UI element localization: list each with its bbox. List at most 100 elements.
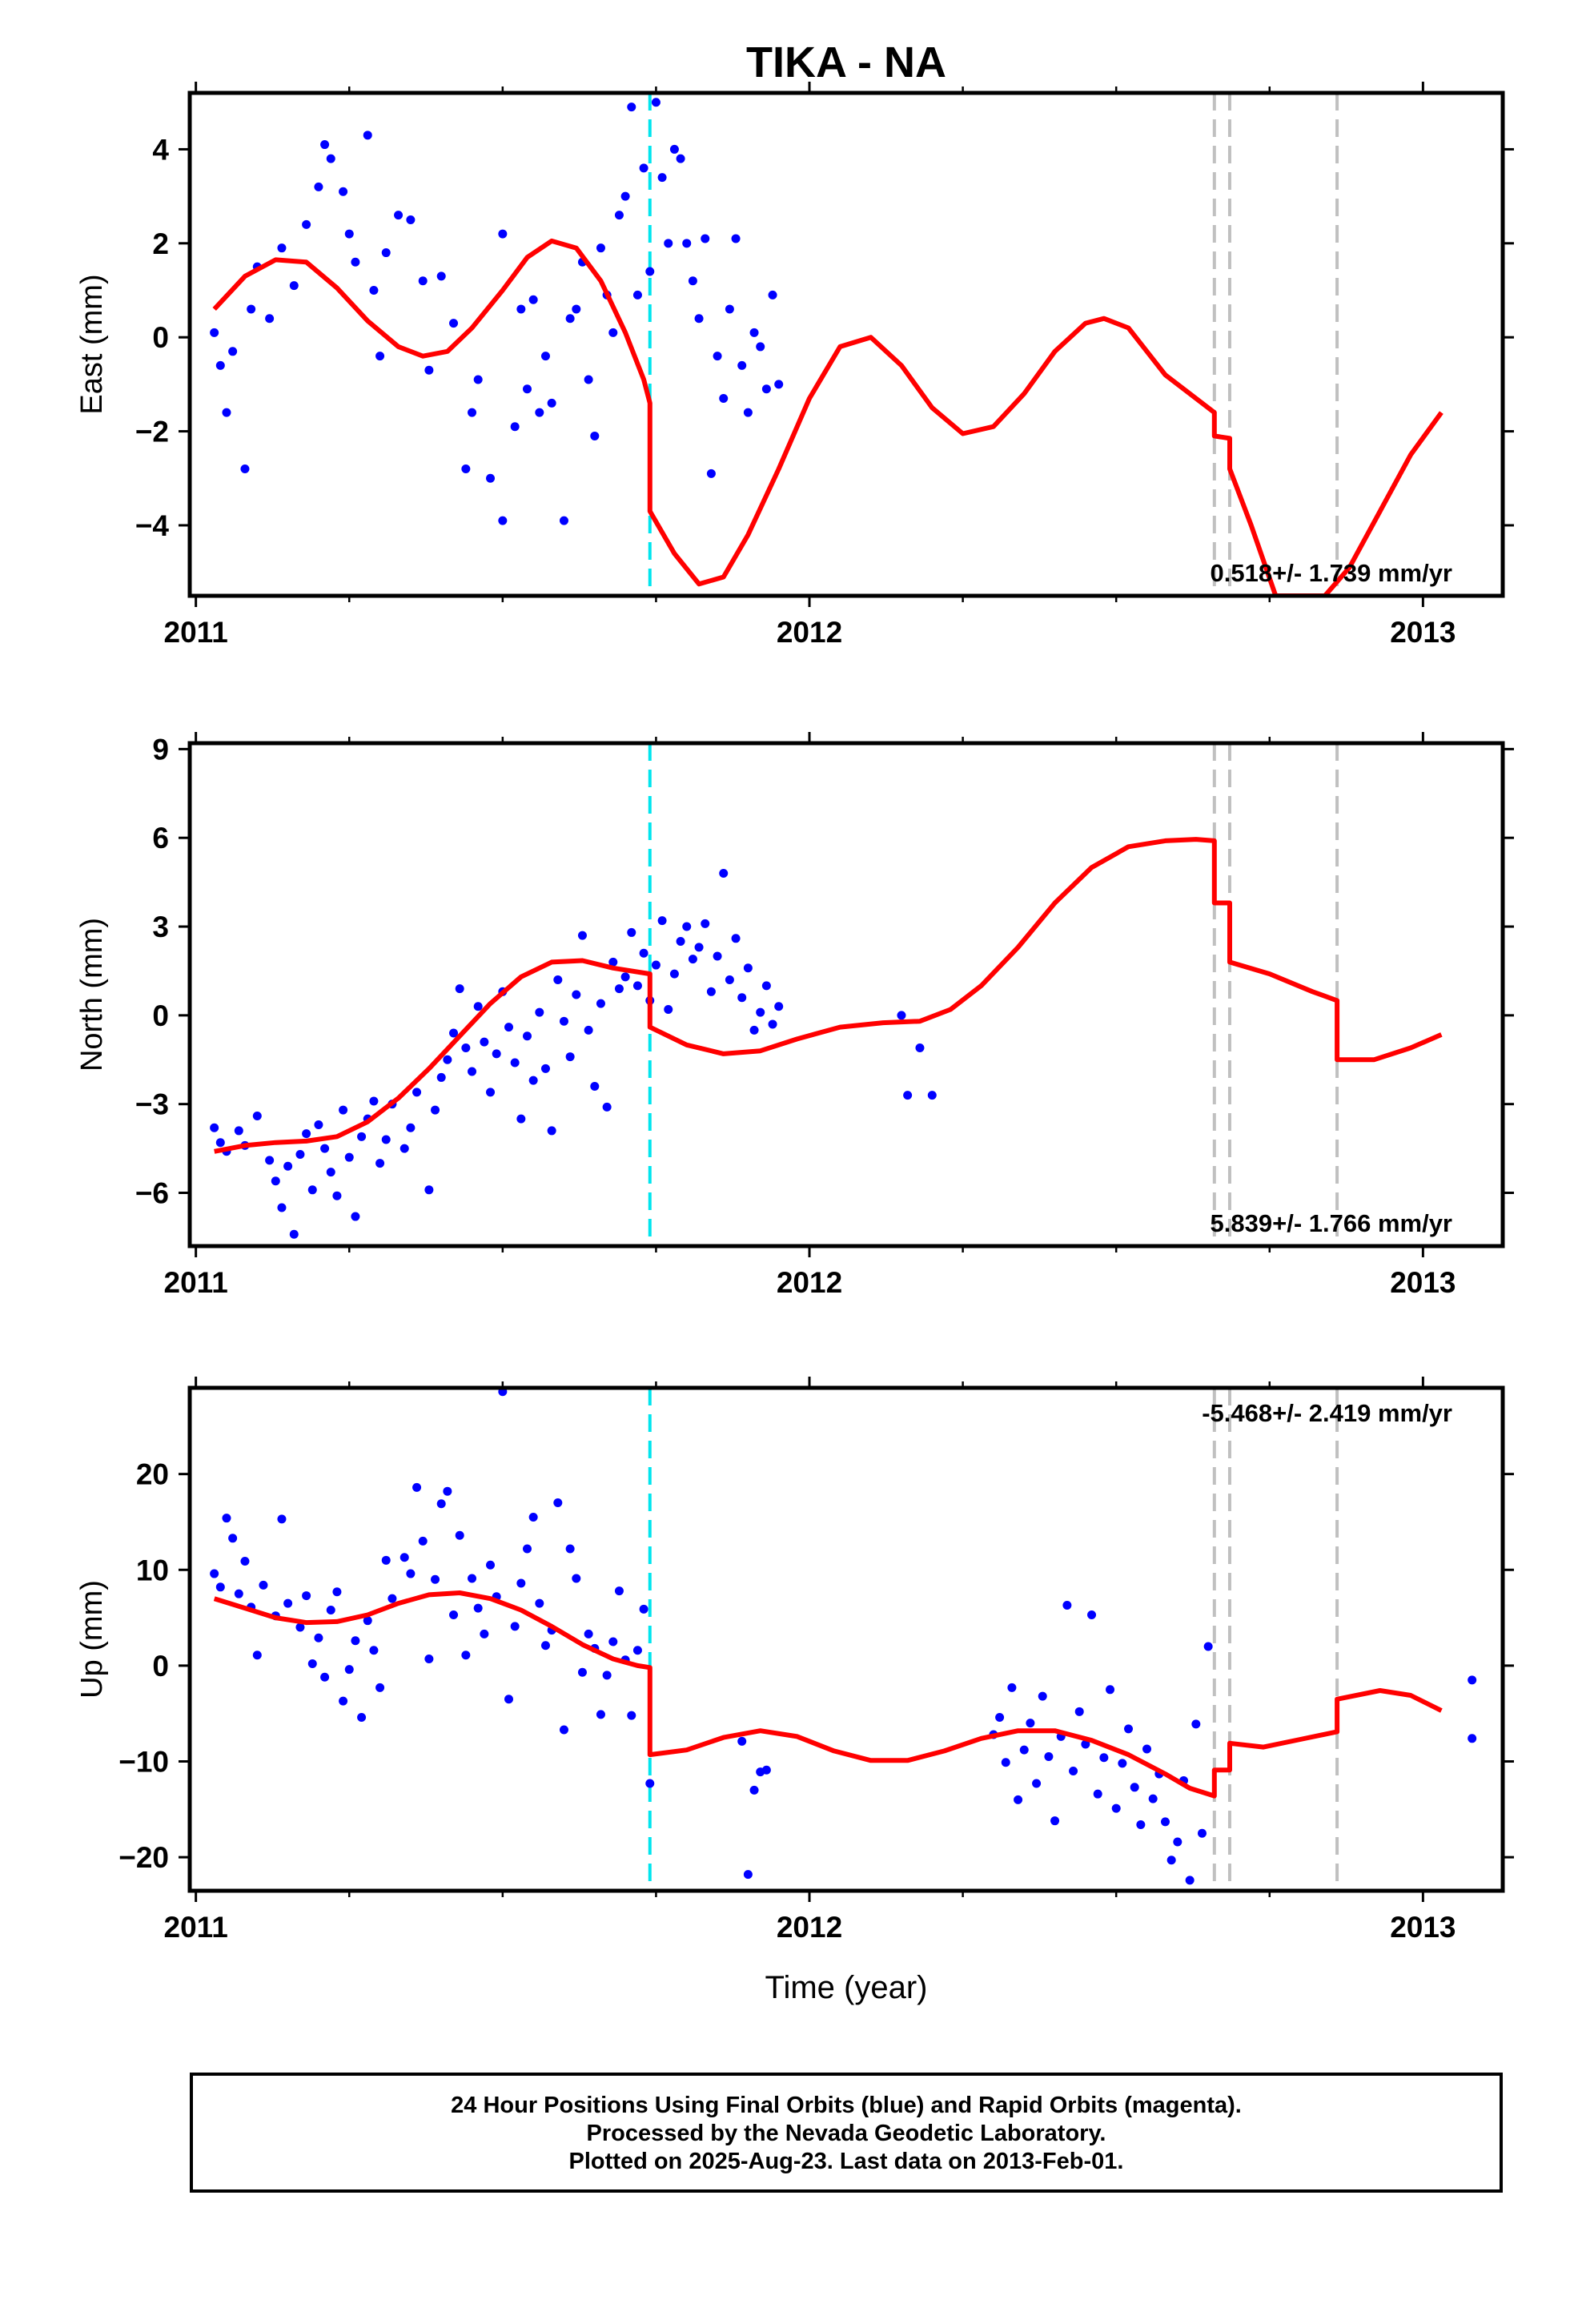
data-point — [295, 1149, 305, 1159]
data-point — [1173, 1837, 1182, 1847]
data-point — [559, 1016, 568, 1026]
data-point — [400, 1144, 409, 1153]
data-point — [725, 975, 734, 985]
data-point — [522, 384, 532, 394]
plot-area-3 — [210, 1388, 1477, 1891]
data-point — [381, 1135, 391, 1144]
data-point — [375, 1683, 385, 1692]
data-point — [486, 473, 496, 483]
data-point — [614, 984, 624, 994]
data-point — [706, 468, 716, 478]
data-point — [1166, 1856, 1176, 1865]
data-point — [577, 1667, 587, 1677]
data-point — [363, 131, 372, 140]
data-point — [480, 1629, 489, 1638]
data-point — [1001, 1758, 1010, 1767]
data-point — [277, 243, 287, 253]
data-point — [498, 229, 508, 239]
data-point — [713, 352, 722, 361]
x-tick-label: 2012 — [777, 1911, 842, 1944]
x-axis-label: Time (year) — [765, 1970, 928, 2005]
data-point — [387, 1594, 397, 1603]
data-point — [215, 1138, 225, 1148]
data-point — [590, 431, 600, 440]
model-curve — [214, 837, 1443, 1154]
data-point — [252, 1111, 262, 1120]
data-point — [1118, 1759, 1127, 1768]
data-point — [228, 347, 238, 356]
data-point — [669, 144, 679, 154]
data-point — [1044, 1752, 1054, 1762]
y-tick-label: −6 — [135, 1177, 169, 1210]
plot-area-2 — [210, 743, 1443, 1246]
data-point — [1026, 1719, 1035, 1728]
x-tick-label: 2011 — [164, 1911, 228, 1944]
data-point — [719, 393, 729, 403]
data-point — [1050, 1816, 1060, 1826]
data-point — [240, 464, 250, 474]
data-point — [657, 916, 667, 926]
data-point — [400, 1553, 409, 1562]
data-point — [1185, 1876, 1195, 1885]
data-point — [632, 290, 642, 300]
data-point — [608, 957, 618, 967]
x-tick-label: 2012 — [777, 1266, 842, 1299]
data-point — [449, 1610, 459, 1619]
x-tick-label: 2012 — [777, 616, 842, 649]
data-point — [584, 1025, 593, 1035]
data-point — [572, 1574, 581, 1583]
data-point — [614, 211, 624, 220]
data-point — [584, 375, 593, 384]
data-point — [455, 1530, 464, 1540]
data-point — [461, 464, 471, 474]
chart-title: TIKA - NA — [746, 38, 946, 86]
data-point — [756, 1007, 765, 1017]
data-point — [694, 943, 704, 952]
data-point — [651, 960, 661, 970]
caption-line-2: Processed by the Nevada Geodetic Laborat… — [586, 2121, 1106, 2146]
data-point — [424, 1185, 434, 1195]
data-point — [406, 1569, 416, 1578]
data-point — [596, 1710, 605, 1719]
data-point — [897, 1011, 906, 1020]
data-point — [504, 1023, 514, 1032]
caption-line-3: Plotted on 2025-Aug-23. Last data on 201… — [568, 2149, 1124, 2174]
rate-label: 5.839+/- 1.766 mm/yr — [1211, 1209, 1452, 1237]
data-point — [222, 1514, 231, 1523]
data-point — [565, 1052, 575, 1062]
data-point — [436, 1072, 446, 1082]
data-point — [676, 154, 685, 163]
data-point — [375, 1159, 385, 1168]
data-point — [632, 1646, 642, 1655]
y-tick-label: 10 — [136, 1554, 169, 1586]
data-point — [565, 1544, 575, 1554]
data-point — [522, 1544, 532, 1554]
data-point — [731, 234, 741, 243]
data-point — [344, 1152, 354, 1162]
data-point — [326, 1606, 335, 1615]
data-point — [749, 1025, 759, 1035]
data-point — [590, 1082, 600, 1092]
data-point — [314, 1120, 323, 1130]
data-point — [1142, 1744, 1152, 1754]
data-point — [694, 314, 704, 324]
data-point — [418, 1536, 428, 1546]
panel-frame — [187, 1385, 1505, 1893]
data-point — [768, 290, 777, 300]
data-point — [424, 1655, 434, 1664]
data-point — [553, 1498, 563, 1508]
data-point — [295, 1622, 305, 1632]
data-point — [540, 352, 550, 361]
data-point — [461, 1651, 471, 1660]
data-point — [234, 1589, 243, 1598]
y-tick-label: 2 — [152, 227, 169, 260]
data-point — [339, 187, 348, 196]
data-point — [761, 384, 771, 394]
y-tick-label: −3 — [135, 1088, 169, 1121]
data-point — [1087, 1610, 1097, 1619]
data-point — [584, 1629, 593, 1638]
x-tick-label: 2013 — [1390, 616, 1456, 649]
data-point — [688, 276, 697, 286]
data-point — [737, 993, 747, 1003]
